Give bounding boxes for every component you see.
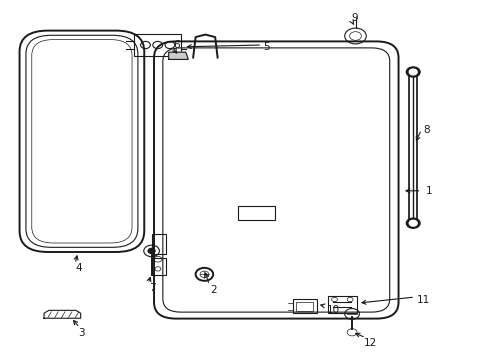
Bar xyxy=(296,302,312,311)
Text: 6: 6 xyxy=(173,40,180,50)
Text: 2: 2 xyxy=(210,285,217,295)
Bar xyxy=(151,258,166,275)
Bar xyxy=(134,34,181,56)
Circle shape xyxy=(408,220,416,226)
Text: 9: 9 xyxy=(350,13,357,23)
Polygon shape xyxy=(168,52,188,59)
Text: 11: 11 xyxy=(416,294,429,305)
Bar xyxy=(238,206,274,220)
Bar xyxy=(151,234,166,254)
Circle shape xyxy=(406,218,419,228)
Circle shape xyxy=(408,69,416,75)
Text: 8: 8 xyxy=(422,125,429,135)
Text: 4: 4 xyxy=(76,263,82,273)
Text: 7: 7 xyxy=(149,283,156,293)
Text: 5: 5 xyxy=(263,42,269,52)
Text: 1: 1 xyxy=(425,186,431,196)
Circle shape xyxy=(148,248,155,253)
Circle shape xyxy=(406,67,419,77)
Text: 3: 3 xyxy=(78,328,85,338)
Bar xyxy=(327,296,356,313)
Text: 12: 12 xyxy=(364,338,377,348)
Text: 10: 10 xyxy=(326,305,339,315)
Bar xyxy=(293,299,316,313)
